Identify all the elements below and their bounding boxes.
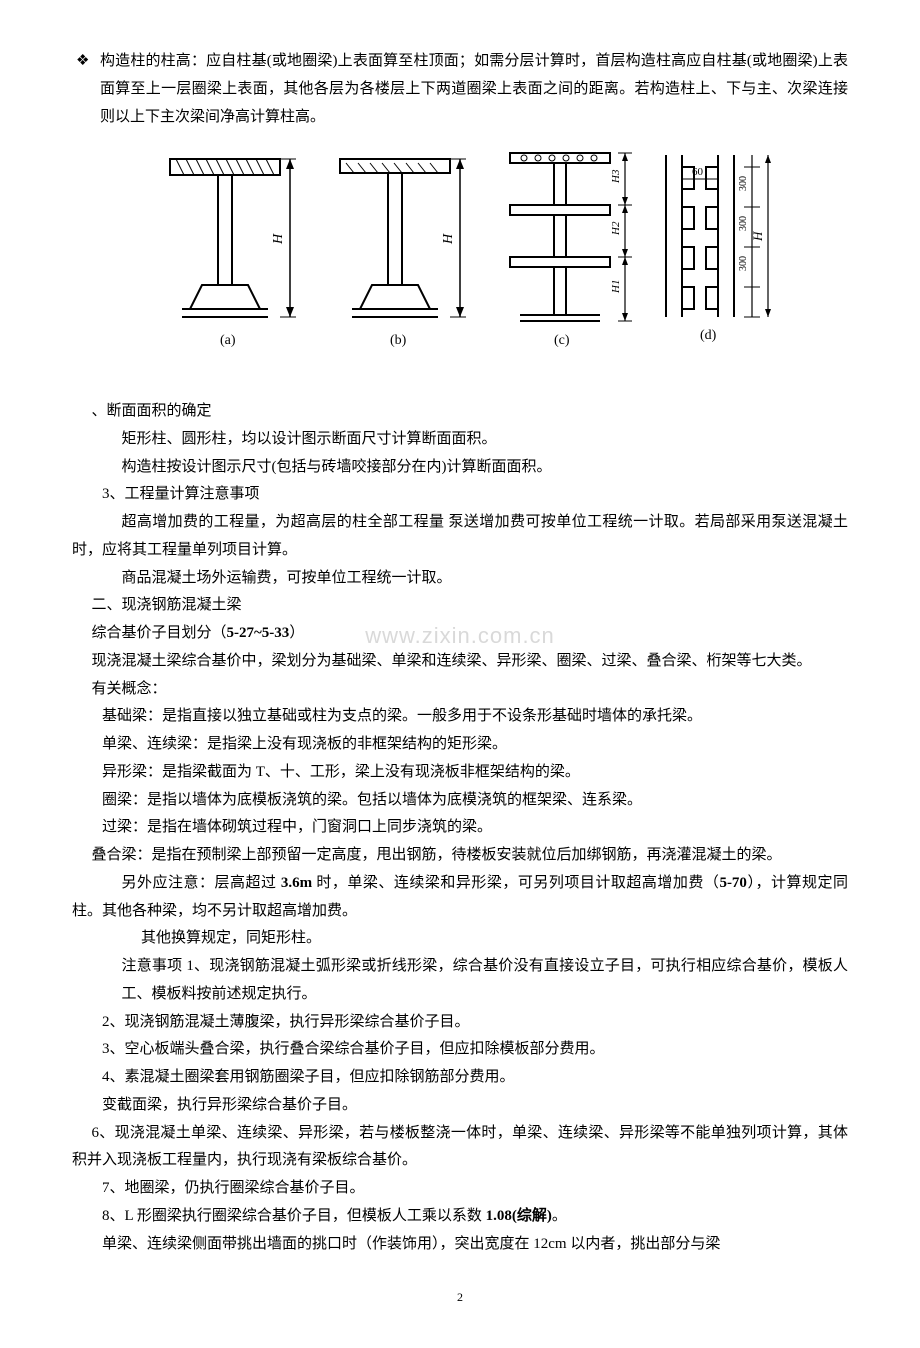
p05: 超高增加费的工程量，为超高层的柱全部工程量 泵送增加费可按单位工程统一计取。若局… [72, 509, 848, 565]
bullet-diamond-icon: ❖ [72, 48, 100, 131]
p23: 变截面梁，执行异形梁综合基价子目。 [72, 1092, 848, 1120]
svg-text:H: H [441, 233, 456, 245]
p17d: 5-70 [719, 875, 747, 891]
p10: 有关概念： [72, 676, 848, 704]
p24: 6、现浇混凝土单梁、连续梁、异形梁，若与楼板整浇一体时，单梁、连续梁、异形梁等不… [72, 1120, 848, 1176]
subfig-c: H3 H2 H1 (c) [510, 153, 632, 348]
p26a: 8、L 形圈梁执行圈梁综合基价子目，但模板人工乘以系数 [102, 1208, 486, 1224]
p08c: ） [289, 625, 304, 641]
svg-text:60: 60 [692, 166, 704, 178]
p26b: 1.08(综解) [486, 1208, 552, 1224]
subfig-a: H (a) [170, 159, 296, 348]
svg-text:(c): (c) [554, 333, 570, 348]
p17c: 时，单梁、连续梁和异形梁，可另列项目计取超高增加费（ [312, 875, 719, 891]
document-body: 、断面面积的确定 矩形柱、圆形柱，均以设计图示断面尺寸计算断面面积。 构造柱按设… [72, 398, 848, 1258]
p20: 2、现浇钢筋混凝土薄腹梁，执行异形梁综合基价子目。 [72, 1009, 848, 1037]
p27: 单梁、连续梁侧面带挑出墙面的挑口时（作装饰用），突出宽度在 12cm 以内者，挑… [72, 1231, 848, 1259]
subfig-b: H (b) [340, 159, 466, 348]
p06: 商品混凝土场外运输费，可按单位工程统一计取。 [72, 565, 848, 593]
p18: 其他换算规定，同矩形柱。 [72, 925, 848, 953]
p11: 基础梁：是指直接以独立基础或柱为支点的梁。一般多用于不设条形基础时墙体的承托梁。 [72, 703, 848, 731]
svg-text:(b): (b) [390, 333, 407, 348]
p09: 现浇混凝土梁综合基价中，梁划分为基础梁、单梁和连续梁、异形梁、圈梁、过梁、叠合梁… [72, 648, 848, 676]
p01: 、断面面积的确定 [72, 398, 848, 426]
p19: 注意事项 1、现浇钢筋混凝土弧形梁或折线形梁，综合基价没有直接设立子目，可执行相… [72, 953, 848, 1009]
figure-svg: H (a) H (b) [140, 149, 780, 369]
p02: 矩形柱、圆形柱，均以设计图示断面尺寸计算断面面积。 [72, 426, 848, 454]
p14: 圈梁：是指以墙体为底模板浇筑的梁。包括以墙体为底模浇筑的框架梁、连系梁。 [72, 787, 848, 815]
p07: 二、现浇钢筋混凝土梁 [72, 592, 848, 620]
svg-text:H: H [271, 233, 286, 245]
page-number: 2 [72, 1286, 848, 1308]
svg-text:300: 300 [738, 176, 749, 191]
p22: 4、素混凝土圈梁套用钢筋圈梁子目，但应扣除钢筋部分费用。 [72, 1064, 848, 1092]
svg-text:300: 300 [738, 256, 749, 271]
p17a: 另外应注意：层高超过 [122, 875, 281, 891]
p16: 叠合梁：是指在预制梁上部预留一定高度，甩出钢筋，待楼板安装就位后加绑钢筋，再浇灌… [72, 842, 848, 870]
svg-text:300: 300 [738, 216, 749, 231]
svg-text:H1: H1 [610, 280, 622, 294]
bullet-text: 构造柱的柱高：应自柱基(或地圈梁)上表面算至柱顶面；如需分层计算时，首层构造柱高… [100, 48, 848, 131]
svg-text:H: H [750, 231, 765, 242]
p21: 3、空心板端头叠合梁，执行叠合梁综合基价子目，但应扣除模板部分费用。 [72, 1036, 848, 1064]
p13: 异形梁：是指梁截面为 T、十、工形，梁上没有现浇板非框架结构的梁。 [72, 759, 848, 787]
p26: 8、L 形圈梁执行圈梁综合基价子目，但模板人工乘以系数 1.08(综解)。 [72, 1203, 848, 1231]
svg-text:(d): (d) [700, 328, 717, 343]
bullet-item: ❖ 构造柱的柱高：应自柱基(或地圈梁)上表面算至柱顶面；如需分层计算时，首层构造… [72, 48, 848, 131]
p08: 综合基价子目划分（5-27~5-33） [72, 620, 848, 648]
p17: 另外应注意：层高超过 3.6m 时，单梁、连续梁和异形梁，可另列项目计取超高增加… [72, 870, 848, 926]
p04: 3、工程量计算注意事项 [72, 481, 848, 509]
p12: 单梁、连续梁：是指梁上没有现浇板的非框架结构的矩形梁。 [72, 731, 848, 759]
p17b: 3.6m [281, 875, 312, 891]
p08b: 5-27~5-33 [227, 625, 290, 641]
column-height-figure: H (a) H (b) [72, 149, 848, 380]
svg-text:H2: H2 [610, 221, 622, 236]
svg-text:(a): (a) [220, 333, 236, 348]
p03: 构造柱按设计图示尺寸(包括与砖墙咬接部分在内)计算断面面积。 [72, 454, 848, 482]
p08a: 综合基价子目划分（ [92, 625, 227, 641]
svg-text:H3: H3 [610, 169, 622, 184]
p15: 过梁：是指在墙体砌筑过程中，门窗洞口上同步浇筑的梁。 [72, 814, 848, 842]
p25: 7、地圈梁，仍执行圈梁综合基价子目。 [72, 1175, 848, 1203]
subfig-d: 60 300 300 300 H (d) [666, 155, 771, 343]
p26c: 。 [552, 1208, 567, 1224]
